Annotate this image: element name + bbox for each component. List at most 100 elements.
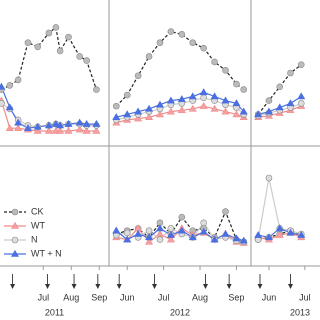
data-point [145,104,154,112]
data-point [167,28,175,35]
data-point [145,53,153,60]
data-point [265,174,273,182]
data-point [199,227,208,235]
x-tick-label: Sep [228,292,244,302]
data-point [75,125,84,133]
data-point [297,100,305,107]
data-point [264,107,273,115]
data-point [65,33,72,41]
data-point [44,126,53,134]
data-point [239,107,248,115]
x-tick-label: Jun [120,292,135,302]
data-point [134,229,143,237]
legend-marker [11,208,19,216]
data-point [275,231,284,238]
data-point [82,126,91,134]
data-point [199,102,208,109]
data-point [145,233,154,241]
data-point [155,100,164,108]
data-point [178,213,186,221]
event-arrow [152,274,158,289]
data-point [76,53,83,60]
data-point [156,236,164,243]
data-point [33,126,42,134]
x-tick-label: Aug [192,292,208,302]
data-point [166,235,175,243]
arrow-head [287,284,293,289]
data-point [56,47,64,55]
data-point [188,104,197,112]
data-point [287,69,294,77]
data-point [93,86,100,93]
data-point [56,126,65,134]
data-point [199,88,208,96]
data-point [166,231,175,238]
data-point [123,229,131,237]
data-point [188,233,197,241]
event-arrow [226,274,232,289]
data-point [254,231,263,238]
data-point [156,39,164,46]
arrow-head [202,284,208,289]
data-point [5,124,14,131]
data-point [134,114,143,122]
data-point [239,236,248,244]
legend-marker [10,249,20,257]
data-point [155,229,164,237]
data-point [232,234,241,242]
data-point [64,126,73,134]
data-point [145,237,154,245]
data-point [275,224,284,232]
data-point [92,126,101,134]
x-tick-label: Jul [299,292,311,302]
data-point [155,110,164,118]
arrow-head [95,284,101,289]
data-point [14,76,22,84]
legend-marker [11,236,19,244]
legend-label: WT + N [31,248,62,258]
data-point [200,94,207,102]
data-point [82,119,91,127]
data-point [188,92,197,100]
data-point [232,110,241,118]
data-point [221,107,230,115]
data-point [177,226,186,234]
data-point [265,97,273,104]
data-point [222,208,229,215]
data-point [33,122,42,130]
x-tick-label: Sep [91,292,107,302]
data-point [92,119,101,127]
data-point [297,61,305,69]
legend-label: CK [31,206,44,216]
event-arrow [116,274,122,289]
data-point [286,228,295,236]
data-point [134,107,143,115]
data-point [221,96,230,104]
data-point [178,31,186,38]
data-point [75,118,84,126]
data-point [177,95,186,103]
data-point [297,92,306,100]
arrow-head [152,284,158,289]
data-point [240,86,248,93]
arrow-head [116,284,122,289]
data-point [210,104,219,112]
arrow-head [226,284,232,289]
x-tick-label: Jun [262,292,277,302]
data-point [200,219,207,227]
data-point [112,113,121,120]
x-tick-label: Jul [158,292,170,302]
data-point [123,235,132,243]
data-point [166,96,175,104]
data-point [286,99,295,107]
data-point [112,226,121,234]
data-point [44,121,53,129]
event-arrow [45,274,51,289]
year-label: 2012 [170,307,190,317]
x-tick-label: Aug [63,292,79,302]
data-point [51,119,60,127]
data-point [0,82,6,90]
data-point [6,82,14,89]
